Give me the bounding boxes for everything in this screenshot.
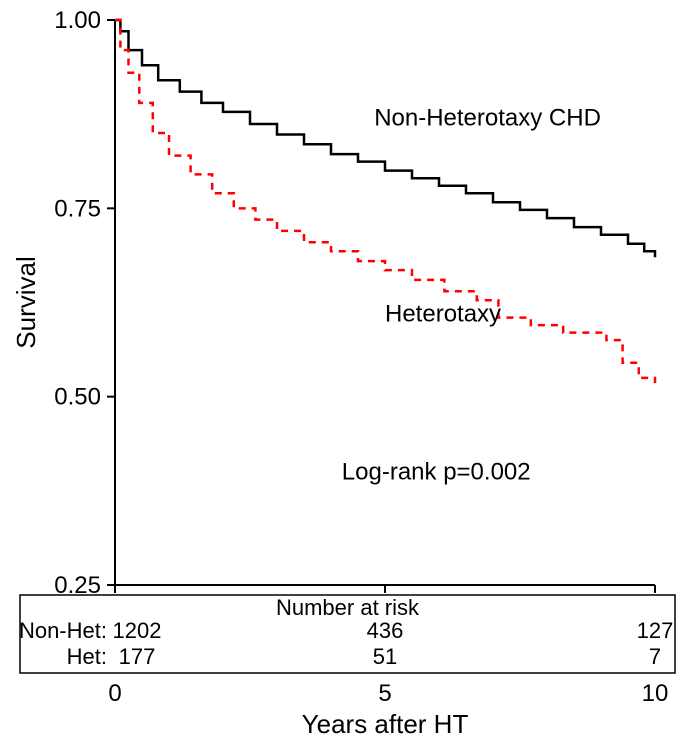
x-tick-label: 5 [378, 680, 391, 707]
chart-container: 0.250.500.751.00Survival0510Years after … [0, 0, 693, 750]
risk-value-1-2: 7 [649, 644, 661, 669]
y-tick-label: 0.50 [54, 384, 101, 411]
series-label-non-het: Non-Heterotaxy CHD [374, 104, 601, 131]
risk-value-0-0: 1202 [113, 618, 162, 643]
x-axis-title: Years after HT [302, 709, 469, 739]
y-axis-title: Survival [11, 256, 41, 348]
risk-row-label-0: Non-Het: [19, 618, 107, 643]
risk-value-0-1: 436 [367, 618, 404, 643]
y-tick-label: 0.75 [54, 195, 101, 222]
risk-table-title: Number at risk [276, 595, 420, 620]
survival-chart: 0.250.500.751.00Survival0510Years after … [0, 0, 693, 750]
risk-value-1-0: 177 [119, 644, 156, 669]
risk-value-0-2: 127 [637, 618, 674, 643]
x-tick-label: 0 [108, 680, 121, 707]
logrank-annotation: Log-rank p=0.002 [342, 459, 531, 486]
series-label-het: Heterotaxy [385, 300, 501, 327]
y-tick-label: 1.00 [54, 7, 101, 34]
risk-value-1-1: 51 [373, 644, 397, 669]
x-tick-label: 10 [642, 680, 669, 707]
risk-row-label-1: Het: [67, 644, 107, 669]
